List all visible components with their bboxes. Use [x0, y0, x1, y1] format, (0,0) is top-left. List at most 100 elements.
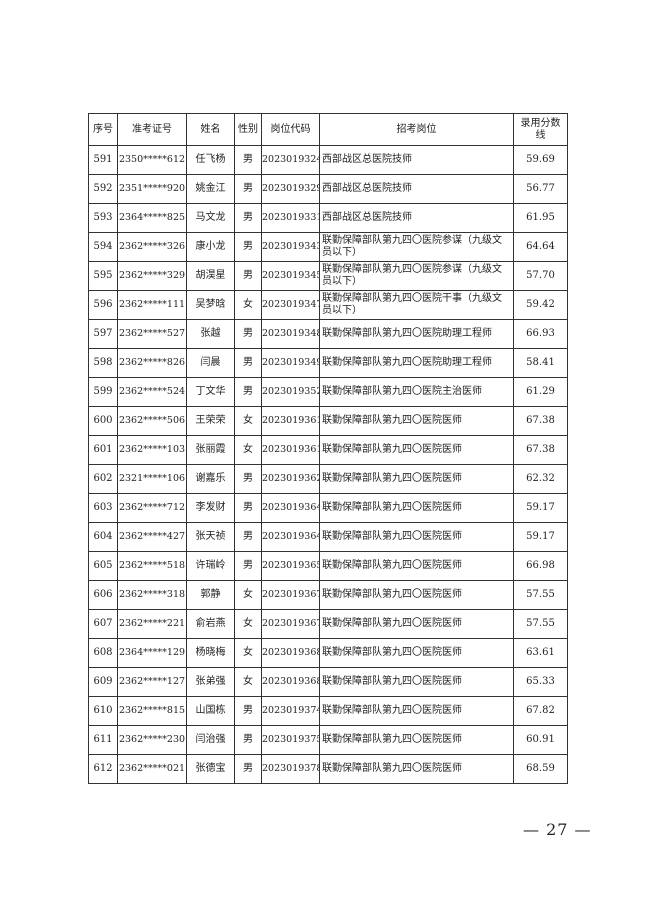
cell-name: 张弟强 — [186, 667, 235, 697]
cell-score: 61.95 — [513, 203, 568, 233]
cell-index: 607 — [88, 609, 118, 639]
table-row: 594 2362*****326 康小龙男 2023019343 联勤保障部队第九四〇医… — [88, 232, 568, 262]
cell-score: 63.61 — [513, 638, 568, 668]
cell-name: 杨晓梅 — [186, 638, 235, 668]
cell-position: 联勤保障部队第九四〇医院助理工程师 — [319, 319, 514, 349]
cell-gender: 女 — [234, 406, 262, 436]
cell-gender: 男 — [234, 464, 262, 494]
cell-score: 57.55 — [513, 609, 568, 639]
cell-name: 吴梦晗 — [186, 290, 235, 320]
cell-gender: 女 — [234, 638, 262, 668]
cell-gender: 男 — [234, 261, 262, 291]
cell-name: 闫治强 — [186, 725, 235, 755]
cell-score: 61.29 — [513, 377, 568, 407]
cell-exam-id: 2362*****318 — [117, 580, 187, 610]
cell-gender: 男 — [234, 725, 262, 755]
cell-exam-id: 2364*****825 — [117, 203, 187, 233]
cell-gender: 女 — [234, 435, 262, 465]
table-row: 601 2362*****103 张丽霞女 2023019361 联勤保障部队第九四〇医… — [88, 435, 568, 465]
cell-score: 56.77 — [513, 174, 568, 204]
cell-position: 联勤保障部队第九四〇医院助理工程师 — [319, 348, 514, 378]
cell-position: 西部战区总医院技师 — [319, 145, 514, 175]
table-row: 605 2362*****518 许瑞岭男 2023019365 联勤保障部队第九四〇医… — [88, 551, 568, 581]
cell-exam-id: 2351*****920 — [117, 174, 187, 204]
cell-exam-id: 2362*****103 — [117, 435, 187, 465]
cell-position: 联勤保障部队第九四〇医院医师 — [319, 725, 514, 755]
cell-index: 611 — [88, 725, 118, 755]
cell-position: 联勤保障部队第九四〇医院医师 — [319, 435, 514, 465]
cell-index: 598 — [88, 348, 118, 378]
cell-exam-id: 2364*****129 — [117, 638, 187, 668]
cell-name: 俞岩燕 — [186, 609, 235, 639]
header-position-code: 岗位代码 — [261, 113, 320, 146]
cell-index: 604 — [88, 522, 118, 552]
cell-gender: 女 — [234, 609, 262, 639]
cell-position-code: 2023019364 — [261, 522, 320, 552]
cell-score: 58.41 — [513, 348, 568, 378]
cell-position: 联勤保障部队第九四〇医院主治医师 — [319, 377, 514, 407]
table-row: 607 2362*****221 俞岩燕女 2023019367 联勤保障部队第九四〇医… — [88, 609, 568, 639]
cell-score: 59.69 — [513, 145, 568, 175]
table-row: 612 2362*****021 张德宝男 2023019378 联勤保障部队第九四〇医… — [88, 754, 568, 784]
table-row: 608 2364*****129 杨晓梅女 2023019368 联勤保障部队第九四〇医… — [88, 638, 568, 668]
cell-position-code: 2023019367 — [261, 609, 320, 639]
cell-position: 联勤保障部队第九四〇医院医师 — [319, 754, 514, 784]
cell-exam-id: 2350*****612 — [117, 145, 187, 175]
cell-score: 67.82 — [513, 696, 568, 726]
cell-exam-id: 2362*****524 — [117, 377, 187, 407]
cell-score: 67.38 — [513, 435, 568, 465]
cell-name: 李发财 — [186, 493, 235, 523]
cell-index: 601 — [88, 435, 118, 465]
cell-exam-id: 2362*****329 — [117, 261, 187, 291]
table-row: 595 2362*****329 胡淏星男 2023019345 联勤保障部队第九四〇医… — [88, 261, 568, 291]
header-name: 姓名 — [186, 113, 235, 146]
cell-position-code: 2023019375 — [261, 725, 320, 755]
cell-index: 608 — [88, 638, 118, 668]
table-row: 591 2350*****612 任飞杨男 2023019324 西部战区总医院技师 59… — [88, 145, 568, 175]
cell-score: 59.42 — [513, 290, 568, 320]
cell-name: 郭静 — [186, 580, 235, 610]
cell-position-code: 2023019348 — [261, 319, 320, 349]
cell-score: 59.17 — [513, 522, 568, 552]
cell-position-code: 2023019368 — [261, 667, 320, 697]
header-gender: 性别 — [234, 113, 262, 146]
cell-score: 60.91 — [513, 725, 568, 755]
table-row: 600 2362*****506 王荣荣女 2023019361 联勤保障部队第九四〇医… — [88, 406, 568, 436]
cell-gender: 男 — [234, 493, 262, 523]
cell-name: 任飞杨 — [186, 145, 235, 175]
cell-exam-id: 2362*****826 — [117, 348, 187, 378]
table-row: 599 2362*****524 丁文华男 2023019352 联勤保障部队第九四〇医… — [88, 377, 568, 407]
cell-name: 丁文华 — [186, 377, 235, 407]
cell-position: 联勤保障部队第九四〇医院医师 — [319, 522, 514, 552]
cell-position-code: 2023019324 — [261, 145, 320, 175]
cell-gender: 男 — [234, 522, 262, 552]
cell-position: 联勤保障部队第九四〇医院医师 — [319, 638, 514, 668]
cell-name: 马文龙 — [186, 203, 235, 233]
cell-exam-id: 2362*****427 — [117, 522, 187, 552]
cell-index: 591 — [88, 145, 118, 175]
cell-position-code: 2023019331 — [261, 203, 320, 233]
cell-name: 闫晨 — [186, 348, 235, 378]
cell-position-code: 2023019368 — [261, 638, 320, 668]
cell-index: 603 — [88, 493, 118, 523]
cell-gender: 男 — [234, 319, 262, 349]
cell-name: 张天祯 — [186, 522, 235, 552]
cell-index: 592 — [88, 174, 118, 204]
cell-score: 64.64 — [513, 232, 568, 262]
cell-position-code: 2023019352 — [261, 377, 320, 407]
cell-position: 联勤保障部队第九四〇医院医师 — [319, 696, 514, 726]
cell-exam-id: 2362*****815 — [117, 696, 187, 726]
cell-index: 594 — [88, 232, 118, 262]
table-row: 610 2362*****815 山国栋男 2023019374 联勤保障部队第九四〇医… — [88, 696, 568, 726]
cell-position-code: 2023019367 — [261, 580, 320, 610]
cell-name: 姚金江 — [186, 174, 235, 204]
cell-index: 593 — [88, 203, 118, 233]
cell-position-code: 2023019361 — [261, 406, 320, 436]
cell-exam-id: 2362*****111 — [117, 290, 187, 320]
cell-position-code: 2023019329 — [261, 174, 320, 204]
table-row: 598 2362*****826 闫晨男 2023019349 联勤保障部队第九四〇医院… — [88, 348, 568, 378]
cell-gender: 女 — [234, 667, 262, 697]
cell-name: 王荣荣 — [186, 406, 235, 436]
cell-gender: 男 — [234, 145, 262, 175]
cell-position: 联勤保障部队第九四〇医院参谋（九级文员以下） — [319, 232, 514, 262]
